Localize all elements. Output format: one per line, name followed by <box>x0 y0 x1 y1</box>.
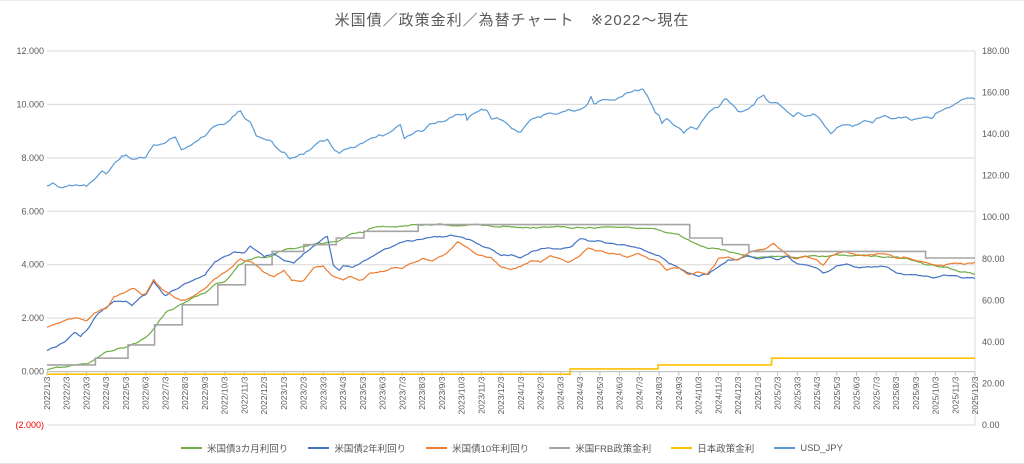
legend-label: 日本政策金利 <box>697 444 755 455</box>
x-axis-tick-label: 2025/9/3 <box>911 376 921 409</box>
y-axis-right-tick-label: 140.00 <box>982 129 1010 139</box>
x-axis-tick-label: 2022/5/3 <box>121 376 131 409</box>
x-axis-tick-label: 2023/3/3 <box>318 376 328 409</box>
x-axis-tick-label: 2024/6/3 <box>615 376 625 409</box>
x-axis-tick-label: 2024/10/3 <box>694 376 704 414</box>
y-axis-left-tick-label: (2.000) <box>15 420 44 430</box>
x-axis-tick-label: 2024/12/3 <box>733 376 743 414</box>
x-axis-tick-label: 2023/8/3 <box>417 376 427 409</box>
legend-item-5: USD_JPY <box>774 443 843 454</box>
x-axis-tick-label: 2024/7/3 <box>634 376 644 409</box>
legend-item-1: 米国債2年利回り <box>308 441 406 455</box>
series-line-1 <box>46 234 976 352</box>
x-axis-tick-label: 2023/10/3 <box>457 376 467 414</box>
series-line-3 <box>47 223 975 366</box>
y-axis-right-tick-label: 60.00 <box>982 295 1005 305</box>
x-axis-tick-label: 2025/3/3 <box>792 376 802 409</box>
legend-label: 米国FRB政策金利 <box>575 444 652 455</box>
x-axis-tick-label: 2022/11/3 <box>239 376 249 413</box>
legend-label: 米国債10年利回り <box>452 444 530 455</box>
x-axis-tick-label: 2023/1/3 <box>279 376 289 409</box>
x-axis-tick-label: 2025/1/3 <box>753 376 763 409</box>
y-axis-right-tick-label: 20.00 <box>982 378 1005 388</box>
x-axis-tick-label: 2025/6/3 <box>852 376 862 409</box>
series-line-0 <box>46 223 976 371</box>
x-axis-tick-label: 2025/11/3 <box>950 376 960 413</box>
x-axis-tick-label: 2025/2/3 <box>773 376 783 409</box>
legend-label: 米国債2年利回り <box>334 444 407 455</box>
x-axis-tick-label: 2025/10/3 <box>931 376 941 414</box>
x-axis-tick-label: 2023/6/3 <box>378 376 388 409</box>
x-axis-tick-label: 2022/7/3 <box>161 376 171 409</box>
x-axis-tick-label: 2023/7/3 <box>397 376 407 409</box>
legend-swatch <box>549 446 571 450</box>
legend: 米国債3カ月利回り 米国債2年利回り 米国債10年利回り 米国FRB政策金利 日本政策金… <box>0 441 1024 455</box>
legend-swatch <box>774 446 796 450</box>
x-axis-tick-label: 2024/2/3 <box>536 376 546 409</box>
legend-swatch <box>308 446 330 450</box>
y-axis-left-tick-label: 6.000 <box>21 206 44 216</box>
x-axis-tick-label: 2023/9/3 <box>437 376 447 409</box>
series-line-4 <box>47 357 975 375</box>
x-axis-tick-label: 2022/1/3 <box>42 376 52 409</box>
x-axis-tick-label: 2025/8/3 <box>891 376 901 409</box>
y-axis-right-tick-label: 0.00 <box>982 420 1000 430</box>
y-axis-left-tick-label: 12.000 <box>16 46 44 56</box>
x-axis-tick-label: 2024/4/3 <box>575 376 585 409</box>
series-line-2 <box>46 241 976 328</box>
x-axis-tick-label: 2024/11/3 <box>713 376 723 413</box>
legend-item-2: 米国債10年利回り <box>426 441 529 455</box>
x-axis-tick-label: 2024/3/3 <box>555 376 565 409</box>
x-axis-tick-label: 2024/9/3 <box>674 376 684 409</box>
x-axis-tick-label: 2023/4/3 <box>338 376 348 409</box>
x-axis-tick-label: 2022/2/3 <box>62 376 72 409</box>
x-axis-tick-label: 2022/8/3 <box>180 376 190 409</box>
y-axis-right-tick-label: 120.00 <box>982 171 1010 181</box>
legend-item-3: 米国FRB政策金利 <box>549 441 651 455</box>
x-axis-tick-label: 2025/5/3 <box>832 376 842 409</box>
x-axis-tick-label: 2024/1/3 <box>516 376 526 409</box>
legend-label: 米国債3カ月利回り <box>207 444 289 455</box>
x-axis-tick-label: 2022/6/3 <box>141 376 151 409</box>
legend-swatch <box>181 446 203 450</box>
legend-swatch <box>426 446 448 450</box>
x-axis-tick-label: 2022/4/3 <box>101 376 111 409</box>
y-axis-right-tick-label: 180.00 <box>982 46 1010 56</box>
x-axis-tick-label: 2022/9/3 <box>200 376 210 409</box>
x-axis-tick-label: 2023/2/3 <box>299 376 309 409</box>
legend-label: USD_JPY <box>800 442 843 454</box>
legend-swatch <box>671 446 693 450</box>
series-line-5 <box>46 88 976 189</box>
legend-item-4: 日本政策金利 <box>671 441 754 455</box>
x-axis-tick-label: 2022/12/3 <box>259 376 269 414</box>
x-axis-tick-label: 2025/12/3 <box>970 376 980 414</box>
chart-title: 米国債／政策金利／為替チャート ※2022～現在 <box>334 12 690 29</box>
y-axis-right-tick-label: 80.00 <box>982 254 1005 264</box>
x-axis-tick-label: 2024/5/3 <box>595 376 605 409</box>
y-axis-right-tick-label: 160.00 <box>982 88 1010 98</box>
y-axis-left-tick-label: 10.000 <box>16 99 44 109</box>
x-axis-tick-label: 2025/4/3 <box>812 376 822 409</box>
x-axis-tick-label: 2024/8/3 <box>654 376 664 409</box>
legend-item-0: 米国債3カ月利回り <box>181 441 288 455</box>
x-axis-tick-label: 2022/10/3 <box>220 376 230 414</box>
x-axis-tick-label: 2022/3/3 <box>82 376 92 409</box>
x-axis-tick-label: 2023/12/3 <box>496 376 506 414</box>
y-axis-left-tick-label: 4.000 <box>21 260 44 270</box>
y-axis-left-tick-label: 8.000 <box>21 153 44 163</box>
x-axis-tick-label: 2025/7/3 <box>871 376 881 409</box>
y-axis-right-tick-label: 100.00 <box>982 212 1010 222</box>
x-axis-tick-label: 2023/5/3 <box>358 376 368 409</box>
x-axis-tick-label: 2023/11/3 <box>476 376 486 413</box>
y-axis-right-tick-label: 40.00 <box>982 337 1005 347</box>
y-axis-left-tick-label: 2.000 <box>21 313 44 323</box>
y-axis-left-tick-label: 0.000 <box>21 367 44 377</box>
